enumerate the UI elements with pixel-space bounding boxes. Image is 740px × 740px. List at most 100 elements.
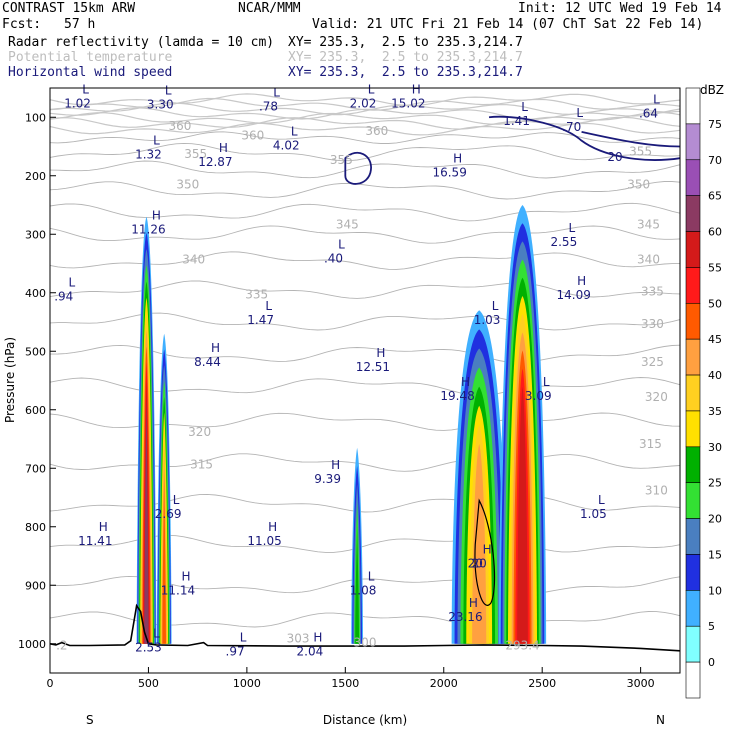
extremum-marker: L [368, 83, 375, 97]
extremum-value: 11.14 [161, 583, 195, 597]
y-tick-label: 400 [25, 287, 46, 300]
colorbar-swatch [685, 518, 701, 555]
reflectivity-band [472, 443, 487, 644]
extremum-value: 1.02 [64, 97, 91, 111]
forecast-label: Fcst: [2, 17, 42, 32]
extremum-value: .97 [226, 645, 245, 659]
colorbar-swatch [685, 231, 701, 268]
extremum-marker: L [153, 133, 160, 147]
colorbar-swatch [685, 123, 701, 161]
extremum-marker: H [376, 346, 385, 360]
colorbar-swatch [685, 195, 701, 232]
y-tick-label: 600 [25, 404, 46, 417]
theta-label: 350 [176, 178, 199, 192]
colorbar-tick-label: 25 [708, 477, 722, 490]
wind-low-contour [474, 498, 496, 606]
extremum-marker: H [453, 152, 462, 166]
colorbar-tick-label: 50 [708, 297, 722, 310]
extremum-marker: L [543, 375, 550, 389]
theta-label: 310 [645, 484, 668, 498]
forecast-hour: 57 h [64, 17, 96, 32]
extremum-marker: L [569, 221, 576, 235]
colorbar-tick-label: 30 [708, 441, 722, 454]
extremum-marker: L [68, 276, 75, 290]
theta-label: 360 [241, 128, 264, 142]
colorbar-tick-label: 15 [708, 548, 722, 561]
x-axis-north-label: N [656, 713, 665, 727]
extremum-marker: H [577, 274, 586, 288]
extremum-value: 1.08 [350, 583, 377, 597]
theta-label: 320 [188, 425, 211, 439]
theta-line [49, 181, 681, 200]
theta-line [49, 251, 680, 270]
extremum-value: 23.16 [448, 610, 482, 624]
x-axis-south-label: S [86, 713, 94, 727]
x-axis-label: Distance (km) [323, 713, 407, 727]
theta-line [49, 160, 681, 179]
extremum-value: 12.51 [356, 360, 390, 374]
y-tick-label: 700 [25, 462, 46, 475]
init-time: Init: 12 UTC Wed 19 Feb 14 [518, 1, 722, 16]
extremum-value: 1.03 [474, 313, 501, 327]
extremum-value: 19.48 [440, 389, 474, 403]
colorbar-tick-label: 60 [708, 226, 722, 239]
extremum-marker: L [291, 125, 298, 139]
x-tick-label: 1500 [331, 677, 359, 690]
extremum-marker: H [461, 375, 470, 389]
colorbar-swatch [685, 482, 701, 519]
x-tick-label: 2000 [430, 677, 458, 690]
reflectivity-cells [136, 205, 547, 644]
theta-label: .2 [56, 639, 67, 653]
theta-line [49, 312, 681, 331]
colorbar-swatch [685, 87, 701, 125]
colorbar-tick-label: 40 [708, 369, 722, 382]
colorbar-swatch [685, 410, 701, 448]
theta-label: 330 [641, 317, 664, 331]
extremum-marker: H [331, 458, 340, 472]
extremum-value: 2.69 [155, 507, 182, 521]
theta-line [49, 142, 681, 162]
extremum-marker: L [240, 631, 247, 645]
extremum-marker: H [211, 341, 220, 355]
jet-contour [488, 115, 681, 161]
extremum-marker: L [653, 92, 660, 106]
extremum-marker: L [521, 100, 528, 114]
theta-line [49, 344, 681, 364]
field-theta: Potential temperature [8, 50, 173, 65]
theta-line [49, 107, 681, 120]
y-axis-label: Pressure (hPa) [3, 337, 17, 423]
colorbar-swatch [685, 554, 701, 591]
extremum-value: 2.55 [550, 235, 577, 249]
extremum-marker: L [598, 493, 605, 507]
extremum-value: 3.30 [147, 98, 174, 112]
colorbar-tick-label: 65 [708, 190, 722, 203]
theta-label: 355 [629, 144, 652, 158]
field-reflectivity-xy: XY= 235.3, 2.5 to 235.3,214.7 [288, 35, 523, 50]
extremum-value: 2.04 [297, 645, 324, 659]
x-tick-label: 0 [47, 677, 54, 690]
extremum-value: 3.09 [525, 389, 552, 403]
plot-frame [49, 87, 681, 674]
colorbar-swatch [685, 446, 701, 484]
theta-line [49, 280, 681, 299]
extremum-value: 9.39 [314, 472, 341, 486]
extremum-marker: L [576, 106, 583, 120]
axes: 0 500 1000 1500 2000 2500 3000 100 200 300 400 500 6… [18, 111, 655, 690]
extremum-marker: H [483, 542, 492, 556]
extremum-marker: L [173, 493, 180, 507]
theta-label: 315 [639, 437, 662, 451]
colorbar-tick-label: 55 [708, 261, 722, 274]
x-tick-label: 500 [138, 677, 159, 690]
extremum-value: 12.87 [198, 155, 232, 169]
extremum-marker: H [152, 208, 161, 222]
wind-closed-contour [344, 152, 372, 185]
theta-line [49, 202, 681, 222]
extremum-marker: L [82, 83, 89, 97]
colorbar-tick-label: 75 [708, 118, 722, 131]
theta-label: 315 [190, 457, 213, 471]
extremum-marker: L [265, 299, 272, 313]
extremum-value: 16.59 [432, 166, 466, 180]
y-tick-label: 300 [25, 228, 46, 241]
